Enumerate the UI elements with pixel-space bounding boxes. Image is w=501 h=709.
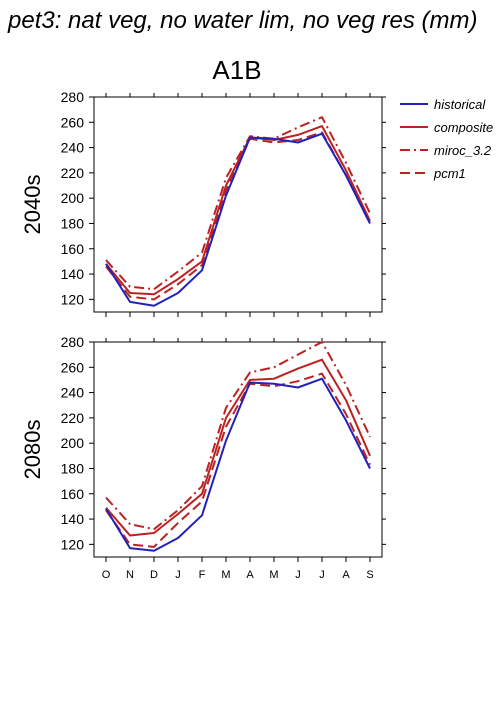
series-line-composite xyxy=(105,125,371,296)
legend-label-historical: historical xyxy=(434,97,486,112)
plot-frame xyxy=(93,341,383,558)
y-tick-label: 160 xyxy=(61,486,85,502)
series-line-pcm1 xyxy=(105,372,371,548)
x-tick-label: J xyxy=(175,569,181,581)
y-tick-label: 120 xyxy=(61,291,85,307)
y-axis-label: 2080s xyxy=(20,420,45,480)
x-tick-label: J xyxy=(319,569,325,581)
y-tick-label: 240 xyxy=(61,140,85,156)
legend-label-miroc: miroc_3.2 xyxy=(434,143,492,158)
x-tick-label: O xyxy=(102,569,111,581)
series-line-historical xyxy=(105,377,371,552)
series-line-miroc-3-2 xyxy=(105,116,371,291)
plot-frame xyxy=(93,96,383,313)
y-tick-label: 280 xyxy=(61,89,85,105)
y-tick-label: 260 xyxy=(61,114,85,130)
legend: historical composite miroc_3.2 pcm1 xyxy=(400,97,493,181)
legend-label-pcm1: pcm1 xyxy=(433,166,466,181)
series-line-historical xyxy=(105,132,371,307)
scenario-title: A1B xyxy=(212,55,261,85)
y-tick-label: 240 xyxy=(61,385,85,401)
x-tick-label: F xyxy=(199,569,206,581)
y-axis-label: 2040s xyxy=(20,175,45,235)
y-tick-label: 180 xyxy=(61,215,85,231)
x-tick-label: M xyxy=(221,569,230,581)
legend-label-composite: composite xyxy=(434,120,493,135)
series-line-composite xyxy=(105,358,371,537)
y-tick-label: 160 xyxy=(61,241,85,257)
y-tick-label: 120 xyxy=(61,536,85,552)
x-tick-label: A xyxy=(342,569,350,581)
y-tick-label: 140 xyxy=(61,511,85,527)
x-tick-label: S xyxy=(366,569,373,581)
y-tick-label: 180 xyxy=(61,460,85,476)
y-tick-label: 220 xyxy=(61,165,85,181)
series-line-miroc-3-2 xyxy=(105,341,371,531)
x-tick-label: A xyxy=(246,569,254,581)
y-tick-label: 220 xyxy=(61,410,85,426)
panel-2040s: 120 140 160 180 200 220 240 260 280 2040s xyxy=(20,89,386,317)
x-tick-label: J xyxy=(295,569,301,581)
figure-title: pet3: nat veg, no water lim, no veg res … xyxy=(7,7,478,34)
y-tick-label: 260 xyxy=(61,359,85,375)
x-tick-label: N xyxy=(126,569,134,581)
y-tick-label: 200 xyxy=(61,190,85,206)
panel-2080s: 120 140 160 180 200 220 240 260 280 O N D J F M A M J J A S 2… xyxy=(20,334,386,581)
x-tick-label: M xyxy=(269,569,278,581)
y-tick-label: 140 xyxy=(61,266,85,282)
y-tick-label: 200 xyxy=(61,435,85,451)
y-tick-label: 280 xyxy=(61,334,85,350)
x-tick-label: D xyxy=(150,569,158,581)
